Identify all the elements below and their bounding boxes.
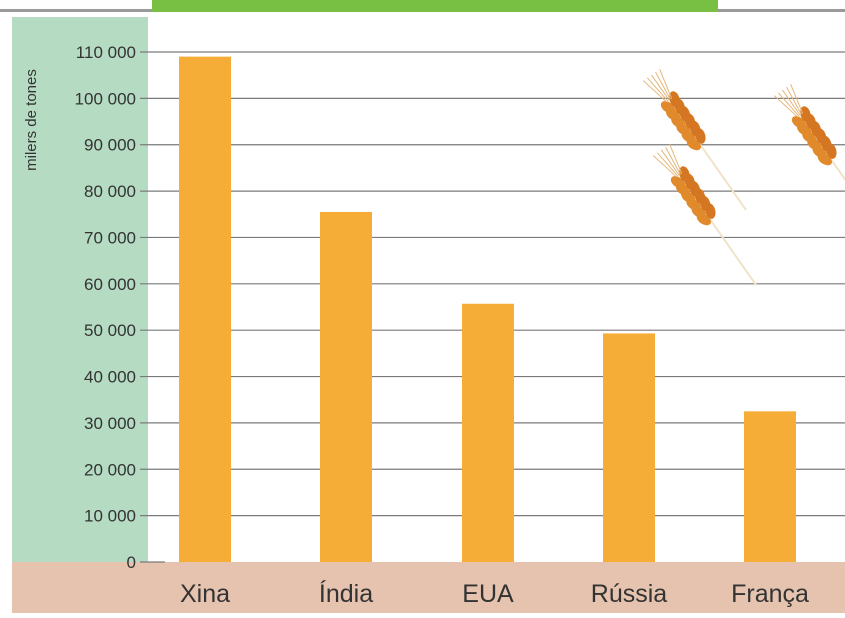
wheat-grain	[679, 166, 690, 182]
wheat-stalk	[709, 219, 757, 286]
bar-frança	[744, 411, 796, 562]
bar-índia	[320, 211, 372, 563]
y-tick-label: 60 000	[84, 275, 136, 294]
wheat-awn	[652, 155, 678, 178]
bar-rússia	[603, 333, 655, 562]
wheat-awn	[661, 149, 680, 176]
wheat-awn	[669, 144, 683, 174]
wheat-grain	[669, 91, 680, 107]
y-tick-label: 90 000	[84, 136, 136, 155]
axis-bands	[12, 17, 845, 613]
wheat-awn	[790, 84, 804, 114]
y-tick-label: 80 000	[84, 182, 136, 201]
y-tick-labels: 0 10 000 20 000 30 000 40 000 50 000 60 000 70 …	[75, 43, 136, 572]
wheat-awn	[642, 80, 668, 103]
wheat-ears-illustration	[642, 69, 845, 286]
wheat-awn	[656, 152, 679, 177]
wheat-grain	[800, 106, 811, 122]
y-tick-label: 0	[127, 553, 136, 572]
wheat-awn	[646, 77, 669, 102]
header-banner-group	[0, 0, 845, 12]
x-tick-label: EUA	[462, 580, 514, 608]
wheat-ear-2	[652, 144, 757, 286]
y-tick-label: 110 000	[76, 43, 136, 62]
x-tick-labels: Xina Índia EUA Rússia França	[180, 579, 809, 608]
wheat-awn	[655, 71, 671, 100]
y-axis-band	[12, 17, 148, 562]
bar-xina	[179, 56, 231, 563]
y-tick-label: 30 000	[84, 414, 136, 433]
x-tick-label: França	[731, 580, 809, 608]
wheat-ear-3	[773, 84, 845, 226]
wheat-awn	[777, 92, 800, 117]
y-tick-label: 40 000	[84, 368, 136, 387]
wheat-awn	[773, 95, 799, 118]
wheat-awn	[659, 69, 673, 99]
wheat-stalk	[830, 159, 845, 226]
y-tick-label: 10 000	[84, 507, 136, 526]
wheat-ear-1	[642, 69, 747, 211]
wheat-stalk	[699, 144, 747, 211]
wheat-awn	[651, 74, 670, 101]
x-tick-label: Rússia	[591, 580, 668, 608]
wheat-awn	[786, 86, 802, 115]
y-tick-label: 100 000	[75, 89, 136, 108]
bars	[179, 56, 796, 563]
y-tick-label: 20 000	[84, 460, 136, 479]
wheat-awn	[665, 146, 681, 175]
wheat-awn	[782, 89, 801, 116]
bar-eua	[462, 303, 514, 562]
gridlines	[140, 51, 845, 563]
x-tick-label: Xina	[180, 580, 230, 608]
y-tick-label: 50 000	[84, 321, 136, 340]
x-tick-label: Índia	[319, 579, 373, 608]
header-banner	[152, 0, 718, 12]
y-tick-label: 70 000	[84, 228, 136, 247]
category-band	[12, 562, 845, 613]
y-axis-label: milers de tones	[23, 69, 40, 171]
